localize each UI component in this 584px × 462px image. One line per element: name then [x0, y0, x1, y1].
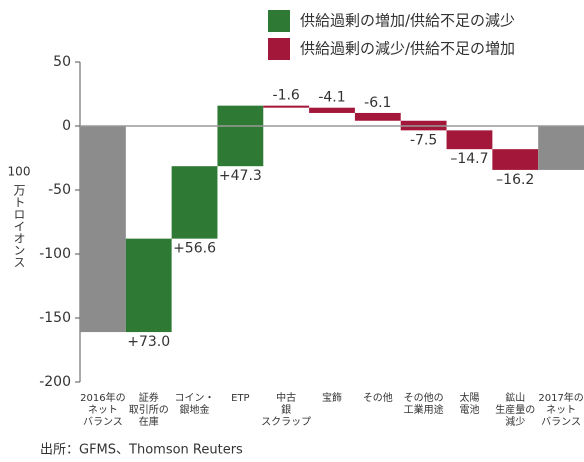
bar	[125, 238, 172, 333]
legend-swatch	[268, 10, 290, 32]
x-tick-label: 2016年のネットバランス	[80, 391, 125, 428]
bar	[263, 105, 310, 108]
x-tick-label: コイン・銀地金	[175, 393, 215, 416]
bar	[354, 112, 401, 121]
y-tick-label: -150	[39, 310, 71, 326]
x-tick-label: 証券取引所の在庫	[129, 391, 169, 428]
y-tick-label: -200	[39, 374, 71, 390]
value-label: +47.3	[219, 168, 262, 184]
bar	[309, 107, 355, 113]
y-tick-label: -50	[48, 182, 71, 198]
value-label: -6.1	[364, 95, 391, 111]
y-tick-label: 50	[53, 54, 71, 70]
value-label: -1.6	[273, 88, 300, 104]
x-tick-label: 宝飾	[322, 391, 342, 404]
value-label: -4.1	[318, 90, 345, 106]
bar	[217, 105, 264, 167]
y-tick-label: -100	[39, 246, 71, 262]
legend-swatch	[268, 38, 290, 60]
bar	[80, 126, 126, 333]
x-tick-label: ETP	[231, 393, 249, 404]
value-label: +73.0	[127, 334, 170, 350]
x-tick-label: 中古銀スクラップ	[261, 391, 311, 428]
x-tick-label: 2017年のネットバランス	[538, 391, 583, 428]
x-tick-label: 鉱山生産量の減少	[495, 391, 535, 428]
value-label: –14.7	[450, 151, 488, 167]
y-axis-unit: 100	[8, 165, 31, 179]
bar	[171, 166, 218, 239]
bar	[492, 149, 539, 170]
bar	[446, 130, 493, 150]
source: 出所：GFMS、Thomson Reuters	[40, 443, 243, 458]
x-tick-label: 太陽電池	[459, 391, 479, 416]
legend-label: 供給過剰の増加/供給不足の減少	[300, 12, 515, 30]
y-tick-label: 0	[62, 118, 71, 134]
x-tick-label: その他の工業用途	[404, 391, 444, 416]
bar	[538, 126, 584, 170]
y-axis-label: 万トロイオンス	[12, 184, 26, 268]
value-label: +56.6	[173, 241, 216, 257]
x-tick-label: その他	[363, 391, 393, 404]
value-label: -7.5	[410, 132, 437, 148]
legend-label: 供給過剰の減少/供給不足の増加	[300, 40, 515, 58]
value-label: –16.2	[496, 172, 534, 188]
